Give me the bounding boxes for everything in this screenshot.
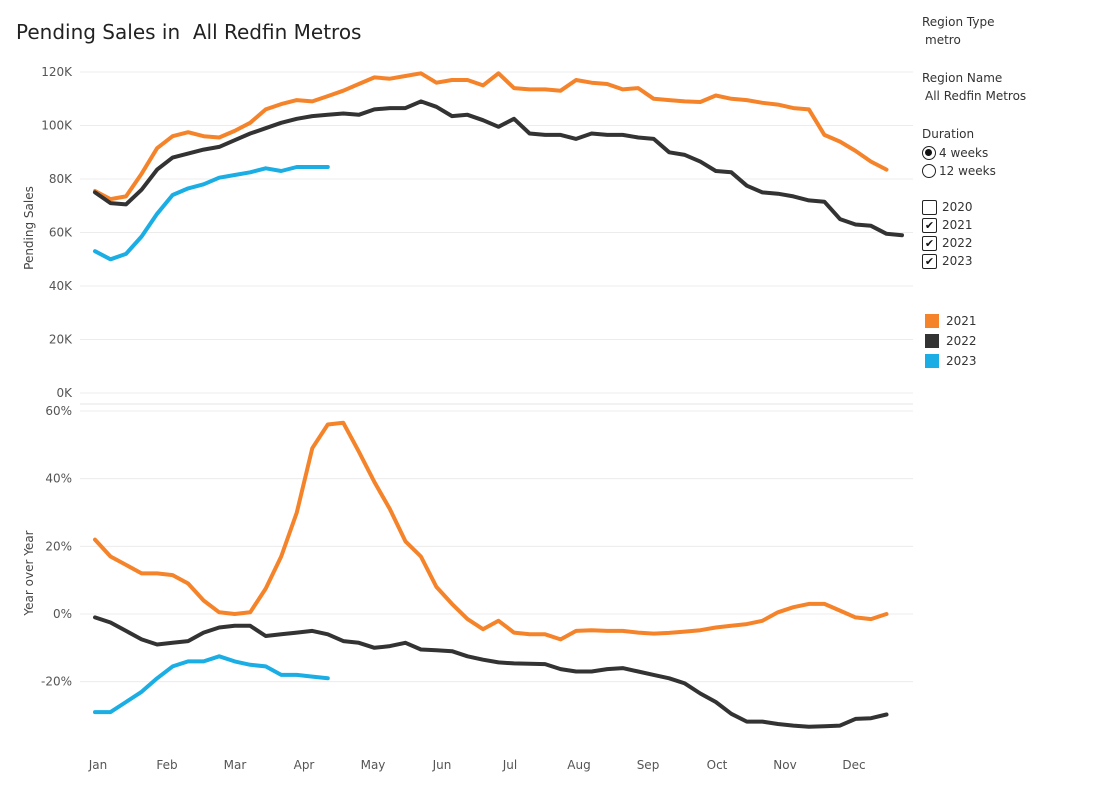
duration-option-label: 4 weeks bbox=[939, 146, 989, 160]
month-tick-label: Dec bbox=[842, 758, 865, 772]
pending-sales-panel: 0K 20K 40K 60K 80K 100K 120K Pending Sales bbox=[22, 65, 913, 400]
legend-swatch bbox=[925, 354, 939, 368]
month-axis: Jan Feb Mar Apr May Jun Jul Aug Sep Oct Nov Dec bbox=[80, 403, 913, 772]
duration-option-12-weeks[interactable]: 12 weeks bbox=[922, 162, 996, 180]
checkbox-checked-icon[interactable]: ✔ bbox=[922, 217, 937, 233]
month-tick-label: Jan bbox=[88, 758, 108, 772]
month-tick-label: Apr bbox=[294, 758, 315, 772]
legend-label: 2021 bbox=[946, 314, 977, 328]
pending-sales-ytick-label: 60K bbox=[49, 226, 73, 240]
pending-sales-ytick-label: 40K bbox=[49, 279, 73, 293]
month-tick-label: May bbox=[361, 758, 386, 772]
legend-item-2022[interactable]: 2022 bbox=[925, 332, 977, 350]
pending-sales-series-2023[interactable] bbox=[93, 165, 330, 262]
year-over-year-panel: -20% 0% 20% 40% 60% Year over Year bbox=[22, 404, 913, 729]
checkbox-unchecked-icon[interactable] bbox=[922, 199, 937, 215]
year-over-year-series-2021[interactable] bbox=[93, 420, 889, 642]
month-tick-label: Jul bbox=[502, 758, 517, 772]
region-type-title: Region Type bbox=[922, 15, 995, 29]
month-tick-label: Oct bbox=[707, 758, 728, 772]
year-filter-label: 2022 bbox=[942, 236, 973, 250]
year-filter-label: 2020 bbox=[942, 200, 973, 214]
region-type-value[interactable]: metro bbox=[925, 33, 961, 47]
month-tick-label: Jun bbox=[432, 758, 452, 772]
legend-label: 2023 bbox=[946, 354, 977, 368]
pending-sales-ytick-label: 100K bbox=[41, 119, 73, 133]
legend-item-2021[interactable]: 2021 bbox=[925, 312, 977, 330]
month-tick-label: Aug bbox=[567, 758, 590, 772]
chart-area: 0K 20K 40K 60K 80K 100K 120K Pending Sales -20%… bbox=[22, 65, 913, 772]
year-over-year-ytick-label: 40% bbox=[45, 472, 72, 486]
year-filter-2020[interactable]: 2020 bbox=[922, 198, 973, 216]
year-over-year-ytick-label: 60% bbox=[45, 404, 72, 418]
year-filter-2021[interactable]: ✔ 2021 bbox=[922, 216, 973, 234]
chart-title: Pending Sales in All Redfin Metros bbox=[16, 20, 362, 44]
checkbox-checked-icon[interactable]: ✔ bbox=[922, 253, 937, 269]
month-tick-label: Mar bbox=[224, 758, 247, 772]
month-tick-label: Sep bbox=[637, 758, 660, 772]
legend-label: 2022 bbox=[946, 334, 977, 348]
year-over-year-series-2023[interactable] bbox=[93, 654, 330, 715]
legend-item-2023[interactable]: 2023 bbox=[925, 352, 977, 370]
month-tick-label: Feb bbox=[156, 758, 177, 772]
pending-sales-series-2022[interactable] bbox=[93, 99, 904, 238]
radio-selected-icon[interactable] bbox=[922, 146, 936, 160]
year-filter-2023[interactable]: ✔ 2023 bbox=[922, 252, 973, 270]
pending-sales-ytick-label: 0K bbox=[56, 386, 73, 400]
duration-option-4-weeks[interactable]: 4 weeks bbox=[922, 144, 988, 162]
year-over-year-ytick-label: 0% bbox=[53, 607, 72, 621]
year-over-year-axis-title: Year over Year bbox=[22, 530, 36, 616]
year-filter-2022[interactable]: ✔ 2022 bbox=[922, 234, 973, 252]
checkbox-checked-icon[interactable]: ✔ bbox=[922, 235, 937, 251]
year-filter-label: 2021 bbox=[942, 218, 973, 232]
year-over-year-ytick-label: 20% bbox=[45, 539, 72, 553]
region-type-filter: Region Type metro bbox=[922, 14, 994, 48]
year-filter-label: 2023 bbox=[942, 254, 973, 268]
radio-unselected-icon[interactable] bbox=[922, 164, 936, 178]
pending-sales-series-2021[interactable] bbox=[93, 71, 889, 202]
pending-sales-ytick-label: 20K bbox=[49, 333, 73, 347]
year-over-year-series-2022[interactable] bbox=[93, 615, 889, 729]
pending-sales-ytick-label: 80K bbox=[49, 172, 73, 186]
month-tick-label: Nov bbox=[773, 758, 796, 772]
duration-title: Duration bbox=[922, 127, 975, 141]
year-over-year-ytick-label: -20% bbox=[41, 675, 72, 689]
legend-swatch bbox=[925, 314, 939, 328]
pending-sales-ytick-label: 120K bbox=[41, 65, 73, 79]
region-name-title: Region Name bbox=[922, 71, 1003, 85]
duration-filter: Duration bbox=[922, 126, 974, 142]
duration-option-label: 12 weeks bbox=[939, 164, 996, 178]
region-name-filter: Region Name All Redfin Metros bbox=[922, 70, 1026, 104]
pending-sales-axis-title: Pending Sales bbox=[22, 186, 36, 270]
legend-swatch bbox=[925, 334, 939, 348]
region-name-value[interactable]: All Redfin Metros bbox=[925, 89, 1027, 103]
